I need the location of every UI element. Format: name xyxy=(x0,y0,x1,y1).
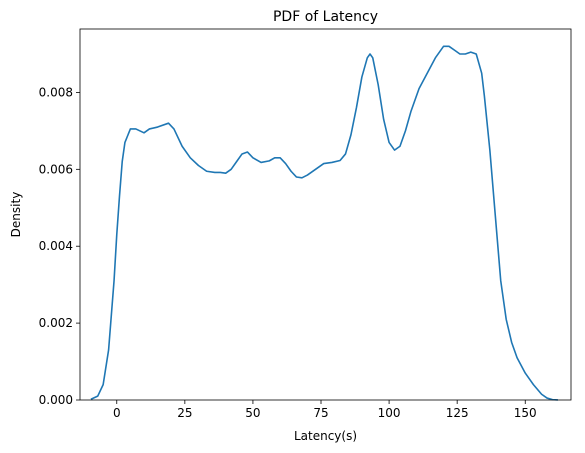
x-tick-label: 150 xyxy=(514,406,537,420)
x-tick-label: 50 xyxy=(245,406,260,420)
y-axis: 0.000 0.002 0.004 0.006 0.008 xyxy=(39,85,80,407)
chart-title: PDF of Latency xyxy=(273,9,378,25)
y-tick-label: 0.008 xyxy=(39,85,73,99)
x-tick-label: 25 xyxy=(177,406,192,420)
x-tick-label: 125 xyxy=(446,406,469,420)
y-axis-label: Density xyxy=(9,192,23,238)
density-line xyxy=(90,45,558,401)
x-tick-label: 0 xyxy=(113,406,121,420)
y-tick-label: 0.004 xyxy=(39,239,73,253)
plot-area xyxy=(90,45,558,401)
y-tick-label: 0.000 xyxy=(39,393,73,407)
x-tick-label: 100 xyxy=(378,406,401,420)
x-axis: 0 25 50 75 100 125 150 xyxy=(113,400,537,420)
y-tick-label: 0.002 xyxy=(39,316,73,330)
axes-frame xyxy=(79,28,572,401)
x-tick-label: 75 xyxy=(313,406,328,420)
x-axis-label: Latency(s) xyxy=(294,429,357,443)
y-tick-label: 0.006 xyxy=(39,162,73,176)
